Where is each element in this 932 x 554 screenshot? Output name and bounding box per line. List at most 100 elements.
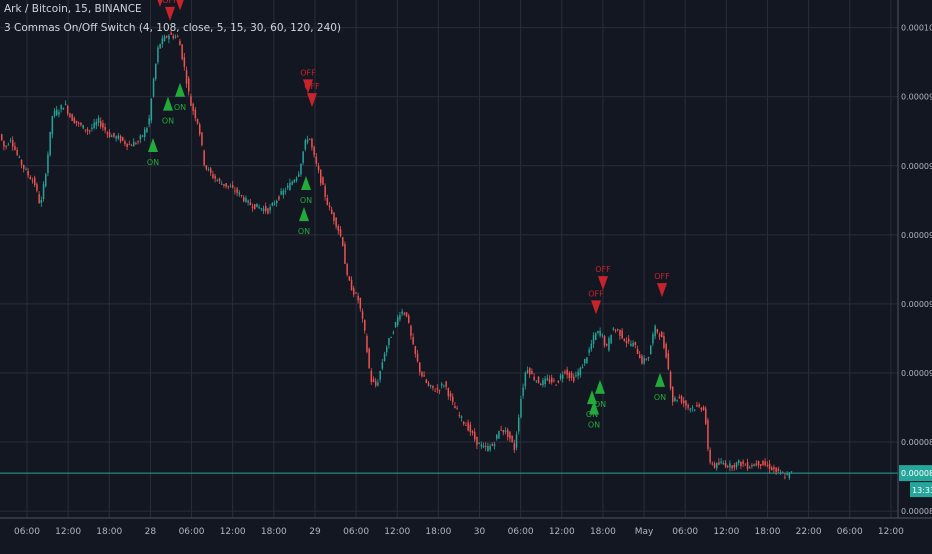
off-signal-label: OFF bbox=[300, 68, 316, 77]
candle-body bbox=[509, 431, 511, 439]
candle-body bbox=[243, 197, 245, 202]
candle-body bbox=[665, 344, 667, 358]
candle-body bbox=[601, 334, 604, 336]
candle-body bbox=[579, 367, 582, 376]
indicator-label[interactable]: 3 Commas On/Off Switch (4, 108, close, 5… bbox=[4, 22, 342, 34]
candle-body bbox=[491, 444, 494, 446]
on-signal-label: ON bbox=[147, 158, 159, 167]
candle-body bbox=[744, 464, 747, 466]
candle-body bbox=[401, 311, 403, 314]
candle-body bbox=[1, 134, 3, 141]
candle-body bbox=[379, 371, 381, 380]
candle-body bbox=[366, 336, 368, 352]
candle-body bbox=[493, 444, 496, 447]
candle-body bbox=[27, 170, 29, 176]
candle-body bbox=[784, 477, 786, 478]
candle-body bbox=[777, 468, 780, 471]
candle-body bbox=[269, 206, 271, 211]
candle-body bbox=[113, 132, 115, 137]
candle-body bbox=[408, 315, 410, 323]
candle-body bbox=[51, 116, 54, 135]
candle-body bbox=[322, 177, 324, 185]
candle-body bbox=[610, 334, 612, 344]
candle-body bbox=[722, 462, 725, 465]
candle-body bbox=[707, 419, 709, 449]
candle-body bbox=[135, 143, 137, 144]
candle-body bbox=[775, 467, 777, 473]
candle-body bbox=[328, 205, 331, 208]
candle-body bbox=[42, 184, 45, 200]
candle-body bbox=[729, 463, 731, 468]
x-tick-label: 18:00 bbox=[96, 527, 122, 537]
x-tick-label: 12:00 bbox=[55, 527, 81, 537]
candle-body bbox=[702, 406, 705, 410]
candle-body bbox=[295, 177, 298, 181]
candle-body bbox=[727, 466, 729, 468]
candle-body bbox=[557, 380, 560, 383]
candle-body bbox=[617, 329, 619, 331]
on-signal-label: ON bbox=[594, 400, 606, 409]
y-tick-label: 0.0000940 bbox=[901, 231, 932, 240]
chart-title: Ark / Bitcoin, 15, BINANCE bbox=[4, 3, 142, 15]
candle-body bbox=[698, 404, 700, 407]
candle-body bbox=[7, 144, 10, 146]
candle-body bbox=[247, 200, 249, 203]
candle-body bbox=[452, 396, 454, 402]
candle-body bbox=[647, 356, 650, 359]
candle-body bbox=[436, 388, 439, 390]
candle-body bbox=[199, 124, 201, 135]
candles bbox=[1, 30, 793, 480]
candle-body bbox=[485, 446, 487, 447]
last-price-label: 0.0000871 bbox=[901, 469, 932, 478]
off-signal-marker bbox=[176, 0, 184, 11]
candle-body bbox=[333, 212, 335, 221]
candle-body bbox=[128, 144, 131, 146]
on-signal-label: ON bbox=[162, 117, 174, 126]
candle-body bbox=[650, 345, 652, 355]
candle-body bbox=[335, 217, 337, 227]
candle-body bbox=[663, 336, 665, 348]
candle-body bbox=[251, 206, 254, 209]
candle-body bbox=[144, 129, 146, 137]
candle-body bbox=[320, 169, 322, 184]
candle-body bbox=[313, 147, 315, 155]
candle-body bbox=[412, 337, 414, 345]
candle-body bbox=[12, 140, 14, 147]
candle-body bbox=[661, 331, 663, 338]
candle-body bbox=[465, 425, 467, 426]
candle-body bbox=[570, 372, 573, 378]
candle-body bbox=[515, 434, 518, 448]
candle-body bbox=[194, 109, 197, 119]
candle-body bbox=[711, 463, 714, 465]
candle-body bbox=[115, 136, 117, 139]
candle-body bbox=[260, 208, 263, 210]
candle-body bbox=[683, 400, 685, 404]
candle-body bbox=[67, 105, 69, 114]
candle-body bbox=[691, 407, 694, 409]
candle-body bbox=[232, 184, 234, 188]
candle-body bbox=[434, 390, 436, 392]
candle-body bbox=[23, 164, 25, 169]
candle-body bbox=[535, 380, 538, 382]
candle-body bbox=[355, 292, 357, 294]
candle-body bbox=[188, 78, 190, 92]
candle-body bbox=[168, 35, 170, 40]
candle-body bbox=[126, 143, 128, 148]
candle-body bbox=[238, 192, 241, 195]
candle-body bbox=[207, 168, 210, 170]
candle-body bbox=[421, 371, 423, 377]
candle-body bbox=[628, 338, 630, 342]
candle-body bbox=[405, 312, 408, 317]
candle-body bbox=[309, 138, 311, 140]
candle-body bbox=[326, 197, 329, 205]
candle-body bbox=[306, 139, 309, 143]
candle-body bbox=[58, 112, 60, 115]
candle-body bbox=[53, 110, 56, 116]
candle-body bbox=[390, 337, 392, 338]
candle-body bbox=[742, 461, 744, 464]
candle-body bbox=[471, 431, 474, 433]
candle-body bbox=[236, 188, 238, 193]
